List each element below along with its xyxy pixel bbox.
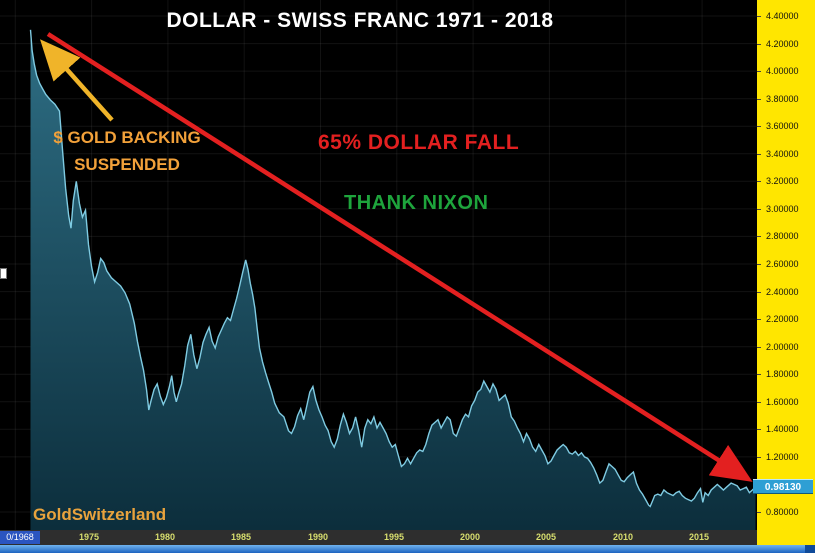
- y-axis-label: 4.00000: [766, 66, 799, 76]
- dollar-fall-annotation: 65% DOLLAR FALL: [318, 131, 520, 154]
- gold-backing-line1: $ GOLD BACKING: [53, 128, 201, 147]
- horizontal-scrollbar[interactable]: [0, 545, 815, 553]
- x-axis-label: 1995: [384, 532, 405, 542]
- gold-backing-annotation: $ GOLD BACKING SUSPENDED: [28, 124, 226, 178]
- y-axis-label: 4.20000: [766, 39, 799, 49]
- price-area: [30, 29, 756, 531]
- thank-nixon-annotation: THANK NIXON: [344, 192, 489, 214]
- price-axis[interactable]: 4.40000 4.20000 4.00000 3.80000 3.60000 3.400…: [757, 0, 815, 545]
- y-axis-label: 2.20000: [766, 314, 799, 324]
- y-axis-tick: [757, 44, 761, 45]
- y-axis-label: 2.80000: [766, 231, 799, 241]
- y-axis-tick: [757, 457, 761, 458]
- y-axis-label: 1.60000: [766, 397, 799, 407]
- y-axis-label: 3.80000: [766, 94, 799, 104]
- y-axis-label: 1.40000: [766, 424, 799, 434]
- y-axis-tick: [757, 181, 761, 182]
- y-axis-label: 2.60000: [766, 259, 799, 269]
- y-axis-tick: [757, 236, 761, 237]
- y-axis-tick: [757, 126, 761, 127]
- dollar-fall-arrow: [46, 32, 753, 482]
- y-axis-label: 2.40000: [766, 287, 799, 297]
- left-edge-marker: [0, 268, 7, 279]
- y-axis-tick: [757, 71, 761, 72]
- y-axis-tick: [757, 292, 761, 293]
- y-axis-tick: [757, 264, 761, 265]
- y-axis-label: 0.80000: [766, 507, 799, 517]
- price-line: [29, 29, 756, 508]
- x-axis-label: 2010: [613, 532, 634, 542]
- start-date-label: 0/1968: [0, 531, 40, 544]
- y-axis-label: 3.20000: [766, 176, 799, 186]
- goldswitzerland-watermark: GoldSwitzerland: [33, 505, 167, 524]
- x-axis-label: 2005: [536, 532, 557, 542]
- scrollbar-end-cap[interactable]: [805, 545, 815, 553]
- price-chart-plot[interactable]: [0, 0, 757, 545]
- y-axis-tick: [757, 374, 761, 375]
- y-axis-label: 3.40000: [766, 149, 799, 159]
- y-axis-tick: [757, 512, 761, 513]
- x-axis-label: 2015: [689, 532, 710, 542]
- last-price-badge: 0.98130: [753, 479, 813, 494]
- y-axis-tick: [757, 429, 761, 430]
- x-axis-label: 1985: [231, 532, 252, 542]
- y-axis-tick: [757, 402, 761, 403]
- y-axis-tick: [757, 347, 761, 348]
- y-axis-tick: [757, 154, 761, 155]
- gold-backing-line2: SUSPENDED: [74, 155, 180, 175]
- y-axis-tick: [757, 99, 761, 100]
- gold-suspended-arrow: [40, 39, 114, 122]
- y-axis-tick: [757, 319, 761, 320]
- time-axis[interactable]: 1975 1980 1985 1990 1995 2000 2005 2010 2015: [0, 530, 757, 545]
- y-axis-label: 1.20000: [766, 452, 799, 462]
- y-axis-label: 2.00000: [766, 342, 799, 352]
- y-axis-tick: [757, 209, 761, 210]
- x-axis-label: 2000: [460, 532, 481, 542]
- y-axis-label: 1.80000: [766, 369, 799, 379]
- y-axis-label: 3.00000: [766, 204, 799, 214]
- y-axis-label: 4.40000: [766, 11, 799, 21]
- y-axis-tick: [757, 16, 761, 17]
- chart-title: DOLLAR - SWISS FRANC 1971 - 2018: [166, 9, 554, 32]
- x-axis-label: 1990: [308, 532, 329, 542]
- x-axis-label: 1980: [155, 532, 176, 542]
- y-axis-label: 3.60000: [766, 121, 799, 131]
- x-axis-label: 1975: [79, 532, 100, 542]
